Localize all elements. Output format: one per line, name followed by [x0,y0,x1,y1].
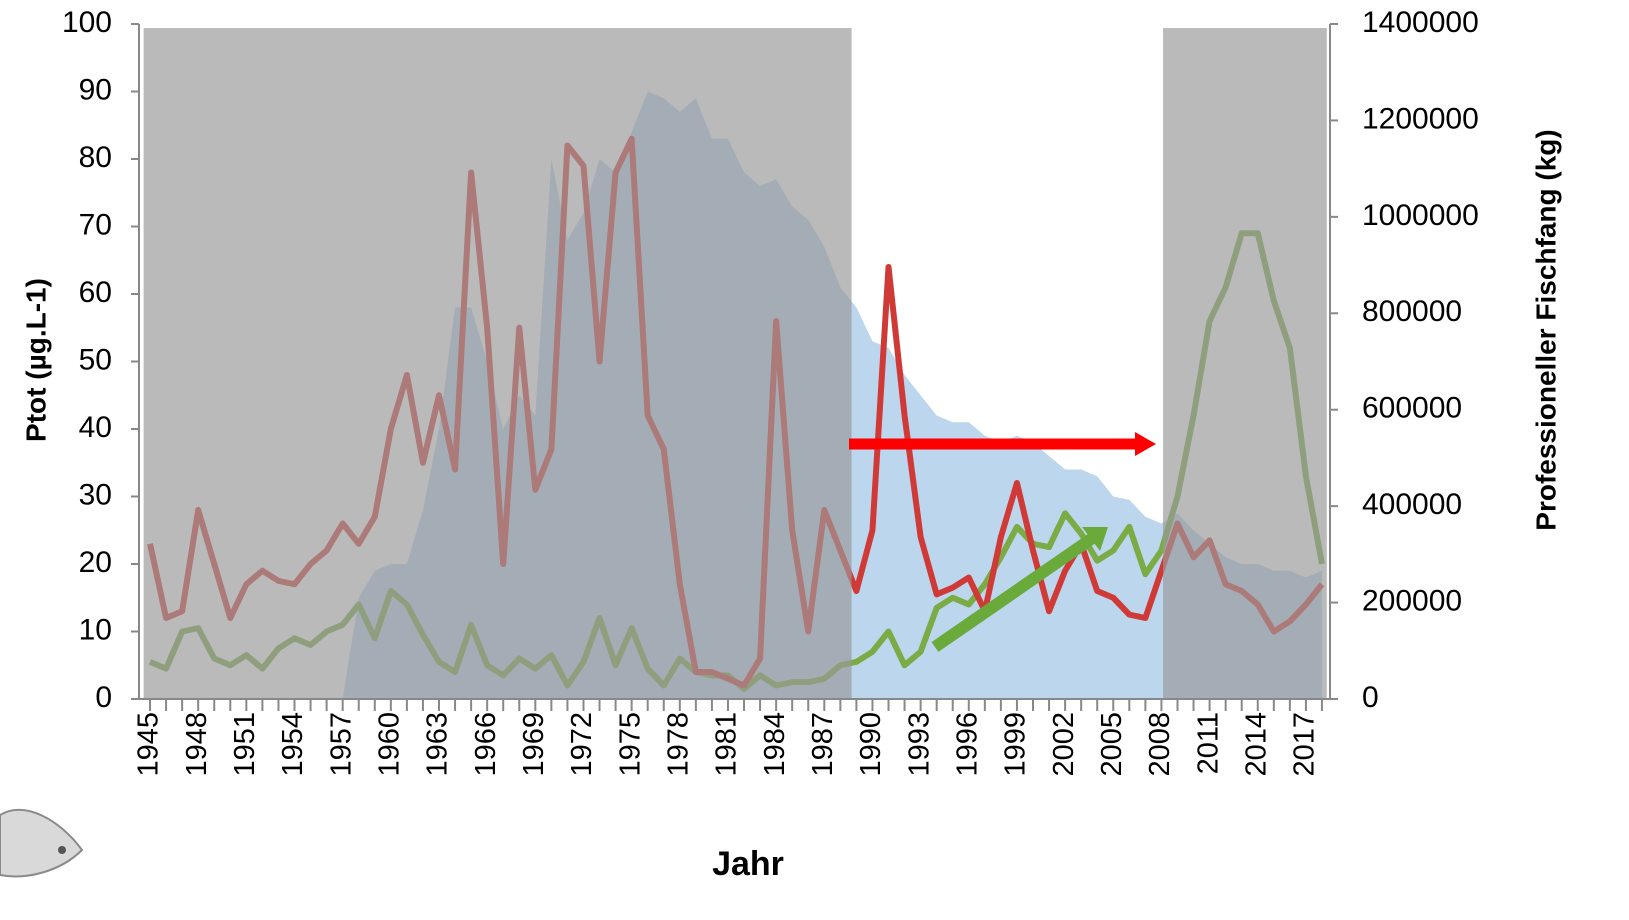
x-tick-label: 1993 [903,712,935,777]
y-tick-label: 90 [79,73,112,106]
y2-tick-label: 0 [1362,681,1379,714]
chart: 0 10 20 30 40 50 60 70 80 90 100 0 200000 400000 60000… [0,0,1629,920]
x-tick-label: 1963 [422,712,454,777]
y2-tick-label: 800000 [1362,295,1462,328]
y-tick-label: 10 [79,613,112,646]
x-tick-label: 1984 [759,712,791,777]
y2-tick-label: 400000 [1362,488,1462,521]
x-tick-label: 1975 [614,712,646,777]
y2-tick-label: 200000 [1362,584,1462,617]
y2-tick-label: 1200000 [1362,102,1479,135]
x-tick-label: 2008 [1144,712,1176,777]
red-arrow-head [1135,432,1156,456]
shaded-region [144,28,852,699]
x-tick-label: 1996 [951,712,983,777]
y-tick-label: 30 [79,478,112,511]
x-tick-label: 1957 [325,712,357,777]
y-axis-title: Ptot (µg.L-1) [20,278,51,442]
fish-eye [58,846,66,854]
fish-icon [0,810,82,877]
y-tick-label: 70 [79,208,112,241]
x-tick-label: 2005 [1096,712,1128,777]
shaded-region [1163,28,1327,699]
x-tick-label: 1948 [181,712,213,777]
x-tick-label: 1960 [373,712,405,777]
x-tick-label: 2002 [1048,712,1080,777]
fish-body [0,810,82,877]
x-tick-label: 1966 [470,712,502,777]
x-axis-title: Jahr [712,845,784,883]
y-tick-label: 60 [79,276,112,309]
y-tick-label: 80 [79,141,112,174]
x-tick-label: 1990 [855,712,887,777]
x-tick-label: 1987 [807,712,839,777]
x-tick-label: 1954 [277,712,309,777]
y2-tick-label: 1000000 [1362,199,1479,232]
y2-tick-label: 1400000 [1362,6,1479,39]
x-tick-label: 1969 [518,712,550,777]
x-tick-label: 1972 [566,712,598,777]
y-tick-label: 50 [79,343,112,376]
page: 0 10 20 30 40 50 60 70 80 90 100 0 200000 400000 60000… [0,0,1629,920]
x-tick-label: 2011 [1192,712,1224,774]
x-tick-label: 1981 [711,712,743,777]
x-tick-label: 1951 [229,712,261,777]
y-tick-label: 0 [95,681,112,714]
y-tick-label: 40 [79,411,112,444]
y-tick-label: 100 [62,6,112,39]
x-tick-label: 2014 [1240,712,1272,777]
y-tick-label: 20 [79,546,112,579]
x-tick-label: 1978 [662,712,694,777]
y2-axis-title: Professioneller Fischfang (kg) [1530,129,1561,530]
x-tick-label: 1999 [1000,712,1032,777]
plot-area: 0 10 20 30 40 50 60 70 80 90 100 0 200000 400000 60000… [62,6,1479,777]
y2-tick-label: 600000 [1362,392,1462,425]
x-tick-label: 1945 [133,712,165,777]
x-tick-label: 2017 [1289,712,1321,777]
